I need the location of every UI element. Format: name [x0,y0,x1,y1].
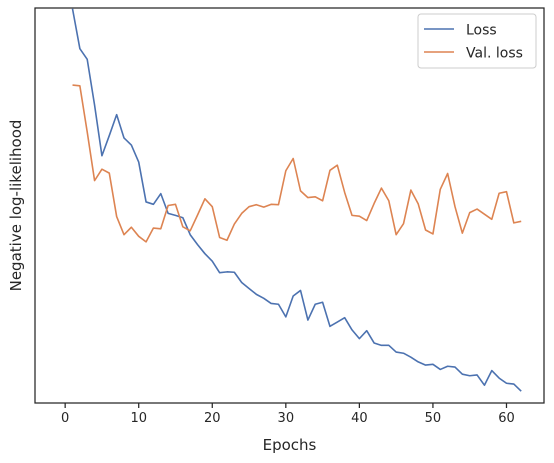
legend: Loss Val. loss [417,13,537,69]
x-tick-label: 40 [351,411,368,426]
x-axis-ticks: 0 10 20 30 40 50 60 [61,403,515,426]
x-tick-label: 30 [278,411,295,426]
x-tick-label: 20 [204,411,221,426]
series-line-val-loss [72,84,522,243]
x-tick-label: 10 [130,411,147,426]
x-tick-label: 50 [425,411,442,426]
x-axis-label: Epochs [263,436,317,454]
series-line-loss [71,8,522,392]
legend-frame [417,13,537,69]
legend-label-loss: Loss [466,23,497,39]
plot-area: 0 10 20 30 40 50 60 [34,7,545,426]
x-tick-label: 60 [498,411,515,426]
series-layer [71,8,522,392]
y-axis-label: Negative log-likelihood [7,120,25,292]
legend-label-val-loss: Val. loss [466,46,523,62]
x-tick-label: 0 [61,411,69,426]
plot-frame [34,7,545,404]
